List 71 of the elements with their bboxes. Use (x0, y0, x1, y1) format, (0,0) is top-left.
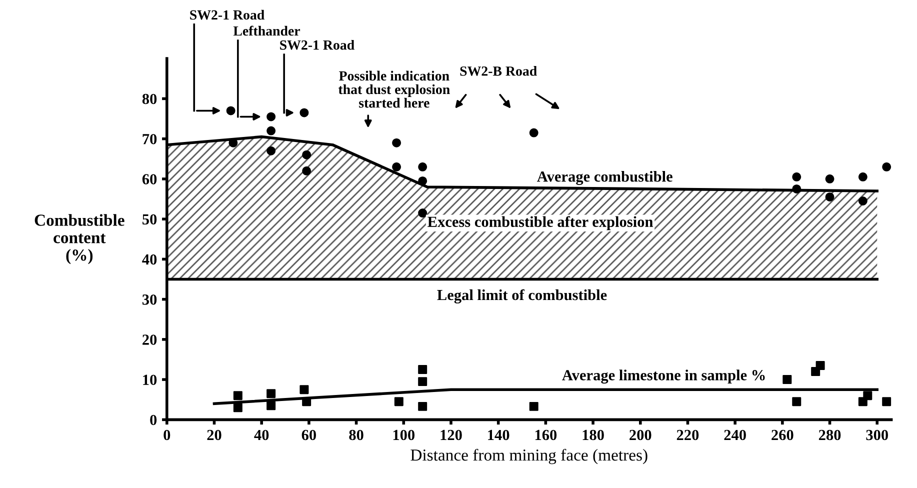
x-tick-label: 280 (818, 430, 841, 440)
point (300, 385, 309, 394)
annotation: SW2-B Road (460, 66, 537, 76)
y-axis-title: Combustible content (%) (34, 214, 124, 264)
point (394, 397, 404, 406)
x-tick-label: 0 (164, 430, 170, 440)
y-tick-label: 20 (142, 334, 157, 345)
series-label: Average limestone in sample % (562, 370, 765, 384)
point (529, 128, 538, 138)
x-tick-label: 300 (866, 430, 888, 440)
y-tick-label: 50 (142, 214, 157, 225)
x-tick-label: 260 (772, 430, 794, 440)
point (825, 174, 834, 184)
point (266, 126, 276, 136)
point (418, 377, 428, 386)
y-tick-label: 40 (142, 254, 157, 265)
x-tick-label: 60 (302, 430, 316, 440)
point (300, 108, 309, 118)
x-tick-label: 20 (207, 430, 222, 440)
x-tick-label: 80 (349, 430, 364, 440)
x-tick-label: 120 (440, 430, 462, 440)
x-tick-label: 240 (724, 430, 746, 440)
point (825, 192, 834, 202)
point (418, 162, 428, 172)
point (882, 162, 892, 172)
annotation: Excess combustible after explosion (428, 216, 653, 230)
point (266, 112, 276, 122)
y-tick-label: 30 (142, 294, 157, 305)
point (418, 208, 428, 218)
point (392, 138, 402, 148)
point (882, 397, 892, 406)
y-tick-label: 70 (142, 134, 157, 144)
text: SW2-1 Road (190, 10, 264, 20)
point (302, 166, 312, 176)
point (392, 162, 402, 172)
point (302, 150, 312, 160)
point (863, 391, 872, 400)
series-label: Average combustible (537, 170, 672, 185)
point (266, 401, 276, 410)
x-axis-title: Distance from mining face (metres) (410, 448, 648, 464)
point (816, 361, 825, 370)
annotation: Possible indication that dust explosion started here (338, 70, 450, 108)
point (418, 176, 428, 186)
point (418, 365, 428, 374)
x-tick-label: 180 (582, 430, 604, 440)
point (858, 172, 868, 182)
point (233, 403, 242, 412)
point (418, 402, 428, 411)
x-tick-label: 100 (393, 430, 415, 440)
point (782, 375, 792, 384)
y-tick-label: 0 (150, 414, 157, 426)
point (233, 391, 242, 400)
y-tick-label: 60 (142, 174, 157, 184)
point (792, 172, 802, 182)
y-tick-label: 80 (142, 94, 157, 104)
point (266, 146, 276, 156)
ref-line-label: Legal limit of combustible (437, 289, 607, 304)
x-tick-label: 200 (630, 430, 652, 440)
x-tick-label: 160 (535, 430, 557, 440)
x-tick-label: 40 (254, 430, 269, 440)
point (529, 402, 538, 411)
text: Lefthander (233, 26, 300, 36)
x-tick-label: 220 (676, 430, 699, 440)
point (792, 397, 802, 406)
point (792, 184, 802, 194)
point (266, 389, 276, 398)
point (226, 106, 236, 116)
y-tick-label: 10 (143, 374, 157, 386)
x-tick-label: 140 (488, 430, 510, 440)
text: SW2-1 Road (280, 40, 354, 50)
point (858, 196, 868, 206)
